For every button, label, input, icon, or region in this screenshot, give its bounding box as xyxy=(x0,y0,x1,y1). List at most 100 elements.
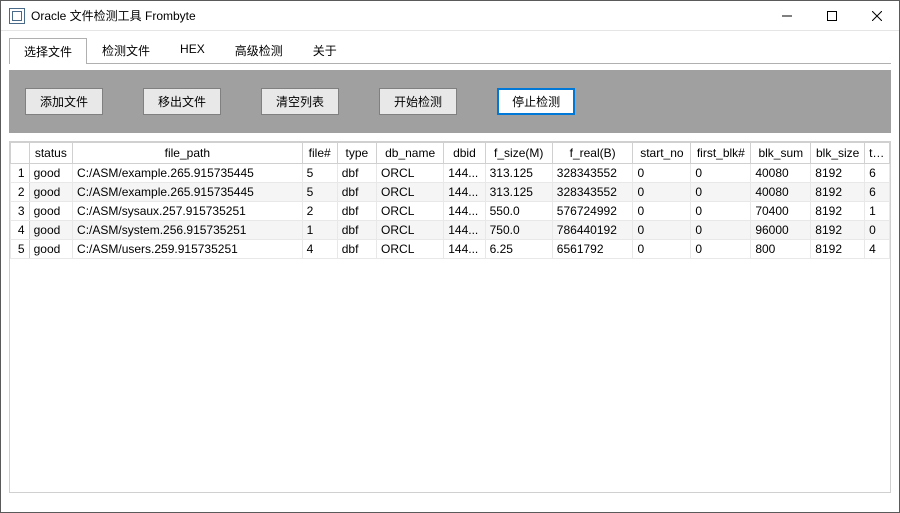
table-cell[interactable]: dbf xyxy=(337,164,376,183)
table-cell[interactable]: 576724992 xyxy=(552,202,633,221)
table-row[interactable]: 3goodC:/ASM/sysaux.257.9157352512dbfORCL… xyxy=(11,202,890,221)
table-cell[interactable]: 6.25 xyxy=(485,240,552,259)
table-cell[interactable]: 5 xyxy=(302,183,337,202)
table-cell[interactable]: 4 xyxy=(302,240,337,259)
file-table-area[interactable]: status file_path file# type db_name dbid… xyxy=(9,141,891,493)
col-status[interactable]: status xyxy=(29,143,72,164)
table-cell[interactable]: 1 xyxy=(11,164,30,183)
table-cell[interactable]: 6561792 xyxy=(552,240,633,259)
table-cell[interactable]: 40080 xyxy=(751,164,811,183)
table-cell[interactable]: 144... xyxy=(444,183,485,202)
table-cell[interactable]: 3 xyxy=(11,202,30,221)
table-cell[interactable]: 8192 xyxy=(811,240,865,259)
table-cell[interactable]: 2 xyxy=(302,202,337,221)
table-cell[interactable]: C:/ASM/example.265.915735445 xyxy=(73,164,303,183)
tab-about[interactable]: 关于 xyxy=(298,37,352,63)
table-cell[interactable]: 0 xyxy=(633,183,691,202)
table-cell[interactable]: C:/ASM/users.259.915735251 xyxy=(73,240,303,259)
table-cell[interactable]: 4 xyxy=(11,221,30,240)
stop-check-button[interactable]: 停止检测 xyxy=(497,88,575,115)
col-freal[interactable]: f_real(B) xyxy=(552,143,633,164)
table-cell[interactable]: 8192 xyxy=(811,183,865,202)
tab-select-file[interactable]: 选择文件 xyxy=(9,38,87,64)
table-cell[interactable]: 144... xyxy=(444,221,485,240)
tab-hex[interactable]: HEX xyxy=(165,37,220,63)
table-cell[interactable]: 1 xyxy=(302,221,337,240)
table-cell[interactable]: 0 xyxy=(633,164,691,183)
table-cell[interactable]: 144... xyxy=(444,240,485,259)
table-cell[interactable]: dbf xyxy=(337,202,376,221)
table-cell[interactable]: 800 xyxy=(751,240,811,259)
table-cell[interactable]: 70400 xyxy=(751,202,811,221)
table-cell[interactable]: 1 xyxy=(865,202,890,221)
table-cell[interactable]: 40080 xyxy=(751,183,811,202)
table-row[interactable]: 4goodC:/ASM/system.256.9157352511dbfORCL… xyxy=(11,221,890,240)
table-cell[interactable]: good xyxy=(29,202,72,221)
table-row[interactable]: 5goodC:/ASM/users.259.9157352514dbfORCL1… xyxy=(11,240,890,259)
table-row[interactable]: 2goodC:/ASM/example.265.9157354455dbfORC… xyxy=(11,183,890,202)
table-cell[interactable]: dbf xyxy=(337,183,376,202)
table-cell[interactable]: 8192 xyxy=(811,221,865,240)
col-ts[interactable]: ts# xyxy=(865,143,890,164)
table-cell[interactable]: C:/ASM/example.265.915735445 xyxy=(73,183,303,202)
clear-list-button[interactable]: 清空列表 xyxy=(261,88,339,115)
table-cell[interactable]: C:/ASM/system.256.915735251 xyxy=(73,221,303,240)
table-cell[interactable]: 0 xyxy=(691,221,751,240)
col-fsize[interactable]: f_size(M) xyxy=(485,143,552,164)
close-button[interactable] xyxy=(854,1,899,30)
col-blksum[interactable]: blk_sum xyxy=(751,143,811,164)
remove-file-button[interactable]: 移出文件 xyxy=(143,88,221,115)
tab-check-file[interactable]: 检测文件 xyxy=(87,37,165,63)
table-cell[interactable]: 313.125 xyxy=(485,164,552,183)
maximize-button[interactable] xyxy=(809,1,854,30)
table-cell[interactable]: 550.0 xyxy=(485,202,552,221)
table-cell[interactable]: 6 xyxy=(865,164,890,183)
table-cell[interactable]: 2 xyxy=(11,183,30,202)
table-cell[interactable]: 0 xyxy=(691,164,751,183)
table-cell[interactable]: 0 xyxy=(633,202,691,221)
table-cell[interactable]: 786440192 xyxy=(552,221,633,240)
table-cell[interactable]: 6 xyxy=(865,183,890,202)
table-cell[interactable]: 4 xyxy=(865,240,890,259)
table-cell[interactable]: 0 xyxy=(691,202,751,221)
table-cell[interactable]: ORCL xyxy=(377,202,444,221)
table-cell[interactable]: 96000 xyxy=(751,221,811,240)
col-type[interactable]: type xyxy=(337,143,376,164)
table-cell[interactable]: good xyxy=(29,221,72,240)
table-cell[interactable]: 8192 xyxy=(811,202,865,221)
tab-advanced[interactable]: 高级检测 xyxy=(220,37,298,63)
table-cell[interactable]: 0 xyxy=(633,240,691,259)
table-cell[interactable]: dbf xyxy=(337,240,376,259)
table-cell[interactable]: 0 xyxy=(691,240,751,259)
col-firstblk[interactable]: first_blk# xyxy=(691,143,751,164)
table-cell[interactable]: 5 xyxy=(302,164,337,183)
table-cell[interactable]: ORCL xyxy=(377,221,444,240)
table-cell[interactable]: 313.125 xyxy=(485,183,552,202)
table-cell[interactable]: dbf xyxy=(337,221,376,240)
table-cell[interactable]: good xyxy=(29,240,72,259)
table-cell[interactable]: 144... xyxy=(444,202,485,221)
col-rownum[interactable] xyxy=(11,143,30,164)
col-dbid[interactable]: dbid xyxy=(444,143,485,164)
table-cell[interactable]: 328343552 xyxy=(552,164,633,183)
col-filepath[interactable]: file_path xyxy=(73,143,303,164)
table-cell[interactable]: ORCL xyxy=(377,240,444,259)
table-cell[interactable]: C:/ASM/sysaux.257.915735251 xyxy=(73,202,303,221)
table-cell[interactable]: good xyxy=(29,183,72,202)
col-startno[interactable]: start_no xyxy=(633,143,691,164)
col-dbname[interactable]: db_name xyxy=(377,143,444,164)
table-cell[interactable]: 0 xyxy=(633,221,691,240)
col-filenum[interactable]: file# xyxy=(302,143,337,164)
table-cell[interactable]: 0 xyxy=(691,183,751,202)
table-cell[interactable]: 750.0 xyxy=(485,221,552,240)
add-file-button[interactable]: 添加文件 xyxy=(25,88,103,115)
table-row[interactable]: 1goodC:/ASM/example.265.9157354455dbfORC… xyxy=(11,164,890,183)
table-cell[interactable]: good xyxy=(29,164,72,183)
start-check-button[interactable]: 开始检测 xyxy=(379,88,457,115)
minimize-button[interactable] xyxy=(764,1,809,30)
table-cell[interactable]: 144... xyxy=(444,164,485,183)
table-cell[interactable]: ORCL xyxy=(377,183,444,202)
table-cell[interactable]: 8192 xyxy=(811,164,865,183)
table-cell[interactable]: 0 xyxy=(865,221,890,240)
table-cell[interactable]: 5 xyxy=(11,240,30,259)
